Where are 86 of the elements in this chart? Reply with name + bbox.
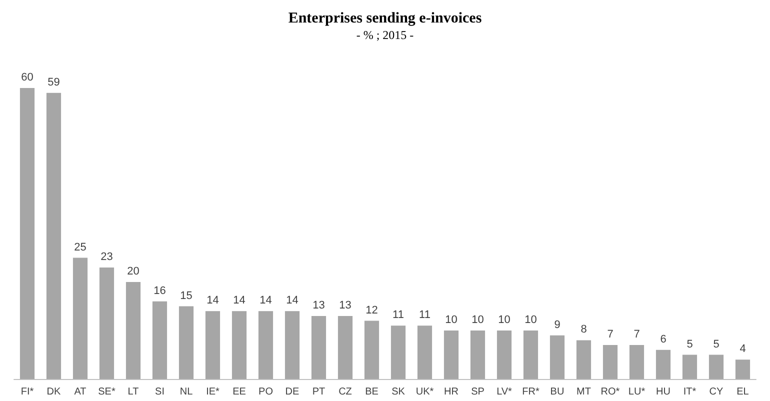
bar xyxy=(682,354,698,379)
bar xyxy=(364,320,380,379)
x-tick-label: BU xyxy=(550,386,564,398)
bar xyxy=(99,267,114,379)
bar xyxy=(284,311,300,379)
x-tick-label: IE* xyxy=(206,386,220,398)
x-tick-label: DK xyxy=(46,386,62,398)
data-label: 11 xyxy=(392,309,404,322)
bar xyxy=(708,354,724,379)
bar xyxy=(496,330,512,379)
data-label: 5 xyxy=(713,338,720,350)
data-label: 13 xyxy=(312,299,325,312)
bar xyxy=(602,345,618,379)
data-label: 23 xyxy=(100,250,113,263)
x-tick-label: EE xyxy=(232,386,246,398)
data-label: 13 xyxy=(339,299,352,312)
data-label: 7 xyxy=(607,328,614,341)
chart-title: Enterprises sending e-invoices xyxy=(288,10,482,26)
chart-subtitle: - % ; 2015 - xyxy=(356,28,414,42)
data-label: 10 xyxy=(498,314,510,326)
data-label: 16 xyxy=(154,284,166,297)
bar xyxy=(311,316,326,379)
bar xyxy=(338,316,353,379)
data-label: 20 xyxy=(127,266,140,278)
bar xyxy=(444,330,459,379)
data-label: 7 xyxy=(634,328,640,341)
x-tick-label: CY xyxy=(709,386,724,398)
data-label: 10 xyxy=(524,314,537,326)
x-tick-label: IT* xyxy=(683,386,696,398)
x-tick-label: UK* xyxy=(416,386,434,398)
data-label: 12 xyxy=(366,304,378,316)
bar xyxy=(576,340,592,379)
bar xyxy=(72,258,88,379)
data-label: 14 xyxy=(286,294,298,307)
x-tick-label: LV* xyxy=(496,386,512,398)
x-tick-label: SE* xyxy=(98,386,116,398)
x-tick-label: FR* xyxy=(522,386,540,398)
x-tick-label: SI xyxy=(155,386,164,398)
x-tick-label: SP xyxy=(471,386,485,398)
bar xyxy=(178,306,194,379)
bar xyxy=(20,88,35,379)
x-tick-label: MT xyxy=(576,386,591,398)
bar xyxy=(152,301,168,379)
bar xyxy=(550,335,565,379)
data-label: 10 xyxy=(472,314,484,326)
data-label: 9 xyxy=(554,318,560,331)
data-label: 4 xyxy=(740,343,746,356)
data-label: 14 xyxy=(206,294,219,307)
data-label: 8 xyxy=(580,324,587,336)
x-tick-label: SK xyxy=(392,386,406,398)
data-label: 25 xyxy=(74,241,86,254)
x-tick-label: FI* xyxy=(20,386,34,398)
x-tick-label: AT xyxy=(74,386,86,398)
data-label: 60 xyxy=(21,72,34,84)
data-label: 15 xyxy=(180,290,192,302)
data-label: 5 xyxy=(686,338,693,350)
x-tick-label: NL xyxy=(180,386,194,398)
bar xyxy=(417,326,432,379)
x-tick-label: PO xyxy=(258,386,274,398)
bar xyxy=(258,311,274,379)
x-tick-label: HR xyxy=(444,386,458,398)
bar xyxy=(205,311,220,379)
x-tick-label: PT xyxy=(312,386,326,398)
bar xyxy=(523,330,538,379)
bar xyxy=(735,360,750,379)
bar xyxy=(126,282,141,379)
x-tick-label: HU xyxy=(656,386,670,398)
bar xyxy=(629,345,644,379)
x-tick-label: RO* xyxy=(600,386,620,398)
x-tick-label: CZ xyxy=(338,386,352,398)
x-tick-label: EL xyxy=(736,386,750,398)
data-label: 10 xyxy=(445,314,458,326)
bar xyxy=(656,350,671,379)
bar xyxy=(390,326,406,379)
x-tick-label: DE xyxy=(285,386,300,398)
data-label: 59 xyxy=(48,76,60,88)
data-label: 6 xyxy=(660,333,666,346)
data-label: 14 xyxy=(260,294,272,307)
bar xyxy=(232,311,247,379)
bar xyxy=(46,92,62,379)
data-label: 11 xyxy=(419,309,430,322)
x-tick-label: BE xyxy=(365,386,379,398)
x-tick-label: LU* xyxy=(628,386,646,398)
bar xyxy=(470,330,486,379)
data-label: 14 xyxy=(233,294,246,307)
x-tick-label: LT xyxy=(128,386,139,398)
